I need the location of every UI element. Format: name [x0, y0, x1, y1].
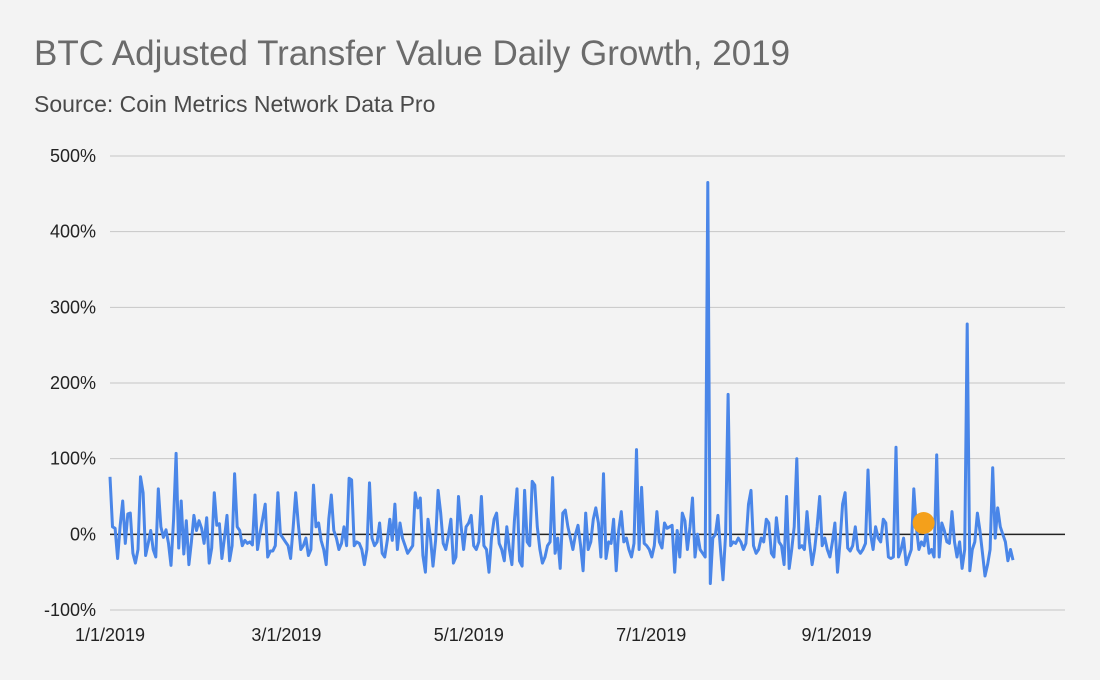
- y-tick-label: 200%: [50, 373, 96, 393]
- chart-title: BTC Adjusted Transfer Value Daily Growth…: [34, 34, 791, 73]
- x-tick-label: 3/1/2019: [251, 625, 321, 645]
- x-axis-ticks: 1/1/2019 3/1/2019 5/1/2019 7/1/2019 9/1/2019: [75, 625, 872, 645]
- highlight-marker: [912, 511, 935, 534]
- x-tick-label: 5/1/2019: [434, 625, 504, 645]
- gridlines: [110, 155, 1065, 611]
- y-tick-label: 0%: [70, 524, 96, 544]
- y-tick-label: -100%: [44, 600, 96, 620]
- y-tick-label: 400%: [50, 222, 96, 242]
- x-tick-label: 9/1/2019: [802, 625, 872, 645]
- y-tick-label: 500%: [50, 146, 96, 166]
- plot-area: [108, 181, 1015, 585]
- x-tick-label: 7/1/2019: [616, 625, 686, 645]
- y-axis-ticks: -100% 0% 100% 200% 300% 400% 500%: [44, 146, 96, 620]
- x-tick-label: 1/1/2019: [75, 625, 145, 645]
- series-line: [108, 181, 1015, 585]
- chart-subtitle: Source: Coin Metrics Network Data Pro: [34, 91, 436, 117]
- y-tick-label: 300%: [50, 297, 96, 317]
- y-tick-label: 100%: [50, 449, 96, 469]
